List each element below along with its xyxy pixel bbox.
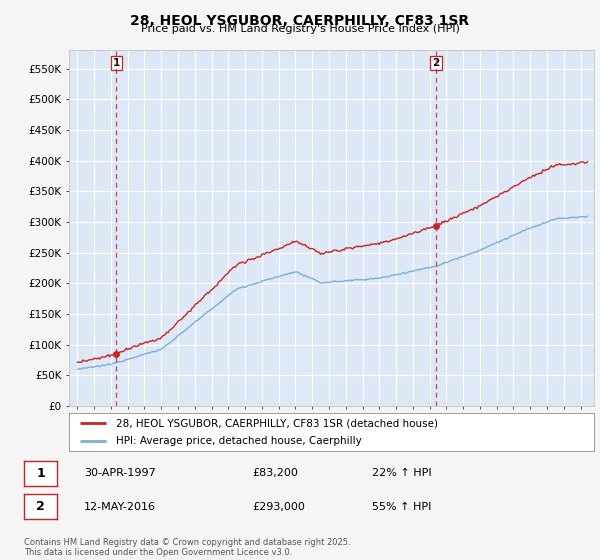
Text: 22% ↑ HPI: 22% ↑ HPI [372,468,431,478]
Text: 2: 2 [432,58,439,68]
Text: 55% ↑ HPI: 55% ↑ HPI [372,502,431,512]
Text: 12-MAY-2016: 12-MAY-2016 [84,502,156,512]
Text: 1: 1 [36,466,45,480]
Text: 28, HEOL YSGUBOR, CAERPHILLY, CF83 1SR: 28, HEOL YSGUBOR, CAERPHILLY, CF83 1SR [130,14,470,28]
Text: £83,200: £83,200 [252,468,298,478]
Text: Price paid vs. HM Land Registry's House Price Index (HPI): Price paid vs. HM Land Registry's House … [140,24,460,34]
Text: Contains HM Land Registry data © Crown copyright and database right 2025.
This d: Contains HM Land Registry data © Crown c… [24,538,350,557]
Text: 1: 1 [113,58,120,68]
Text: 2: 2 [36,500,45,514]
Text: 28, HEOL YSGUBOR, CAERPHILLY, CF83 1SR (detached house): 28, HEOL YSGUBOR, CAERPHILLY, CF83 1SR (… [116,418,438,428]
Text: HPI: Average price, detached house, Caerphilly: HPI: Average price, detached house, Caer… [116,436,362,446]
Text: 30-APR-1997: 30-APR-1997 [84,468,156,478]
Text: £293,000: £293,000 [252,502,305,512]
